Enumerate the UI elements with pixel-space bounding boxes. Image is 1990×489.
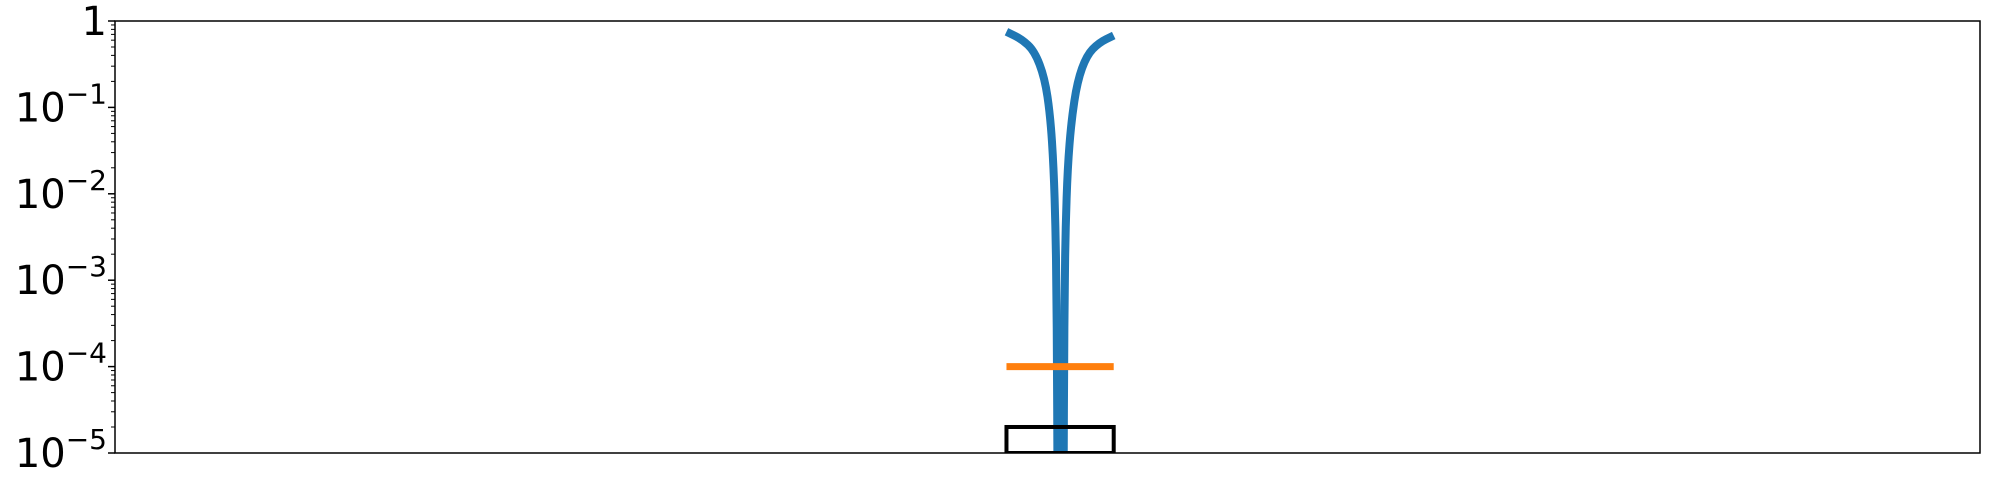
y-tick-label: 10−1 [15,77,107,131]
y-tick-label: 10−3 [15,250,107,304]
series-curve-1 [1059,31,1116,453]
y-axis-ticks: 1 10−1 10−2 10−3 10−4 10−5 [15,0,115,477]
y-tick-label: 1 [82,0,107,45]
y-tick-label: 10−4 [15,337,107,391]
y-tick-label: 10−2 [15,164,107,218]
series-curve-0 [1004,28,1062,453]
plot-frame [114,20,1981,454]
series-layer [1004,28,1116,453]
y-tick-label: 10−5 [15,423,107,477]
